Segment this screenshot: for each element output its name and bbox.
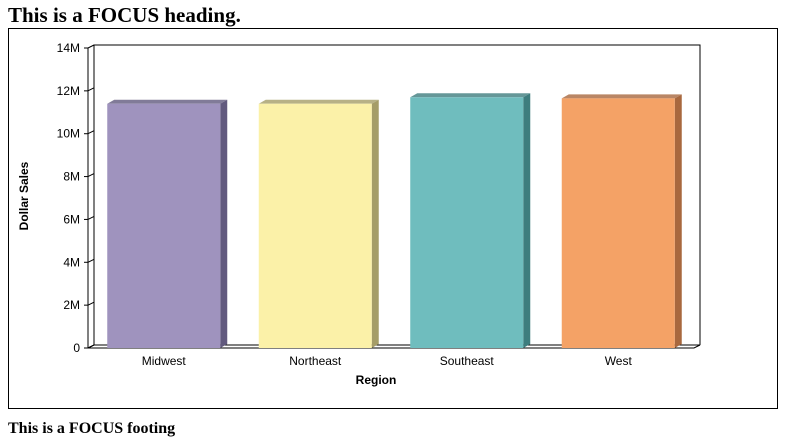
- x-tick-label: Northeast: [289, 354, 342, 368]
- bar-top: [410, 93, 531, 98]
- bars: [107, 93, 682, 349]
- bar-front: [410, 97, 524, 349]
- bar-chart: 0 2M 4M 6M 8M 10M 12M 14M Midwest Northeast South…: [17, 41, 701, 387]
- bar-front: [561, 98, 675, 348]
- y-tick-depth: [87, 44, 95, 49]
- bar-southeast: [410, 93, 531, 349]
- y-tick-label: 4M: [63, 255, 80, 269]
- y-axis-ticks: 0 2M 4M 6M 8M 10M 12M 14M: [57, 41, 95, 355]
- bar-front: [258, 103, 372, 348]
- bar-front: [107, 103, 221, 348]
- y-tick-label: 8M: [63, 170, 80, 184]
- x-tick-label: West: [605, 354, 633, 368]
- bar-side: [674, 94, 682, 348]
- y-tick-label: 12M: [57, 84, 80, 98]
- y-tick-depth: [87, 344, 95, 349]
- report-heading: This is a FOCUS heading.: [8, 3, 241, 27]
- y-tick-label: 14M: [57, 41, 80, 55]
- back-wall: [93, 44, 701, 345]
- bar-top: [258, 99, 379, 104]
- report-footing: This is a FOCUS footing: [8, 420, 176, 437]
- y-tick-depth: [87, 215, 95, 220]
- y-tick-label: 10M: [57, 127, 80, 141]
- y-tick-depth: [87, 130, 95, 135]
- x-axis-title: Region: [356, 373, 397, 387]
- y-tick-label: 6M: [63, 212, 80, 226]
- y-axis-title: Dollar Sales: [17, 161, 31, 230]
- y-tick-depth: [87, 258, 95, 263]
- y-tick-depth: [87, 301, 95, 306]
- y-tick-depth: [87, 173, 95, 178]
- x-tick-label: Southeast: [440, 354, 495, 368]
- bar-side: [220, 99, 228, 348]
- bar-top: [561, 94, 682, 99]
- bar-northeast: [258, 99, 379, 348]
- bar-top: [107, 99, 228, 104]
- y-tick-depth: [87, 87, 95, 92]
- bar-midwest: [107, 99, 228, 348]
- y-tick-label: 0: [73, 341, 80, 355]
- chart-container: 0 2M 4M 6M 8M 10M 12M 14M Midwest Northeast South…: [8, 28, 778, 409]
- bar-west: [561, 94, 682, 348]
- y-tick-label: 2M: [63, 298, 80, 312]
- bar-side: [371, 99, 379, 348]
- bar-side: [523, 93, 531, 349]
- x-tick-label: Midwest: [142, 354, 187, 368]
- x-axis-ticks: Midwest Northeast Southeast West: [142, 354, 633, 368]
